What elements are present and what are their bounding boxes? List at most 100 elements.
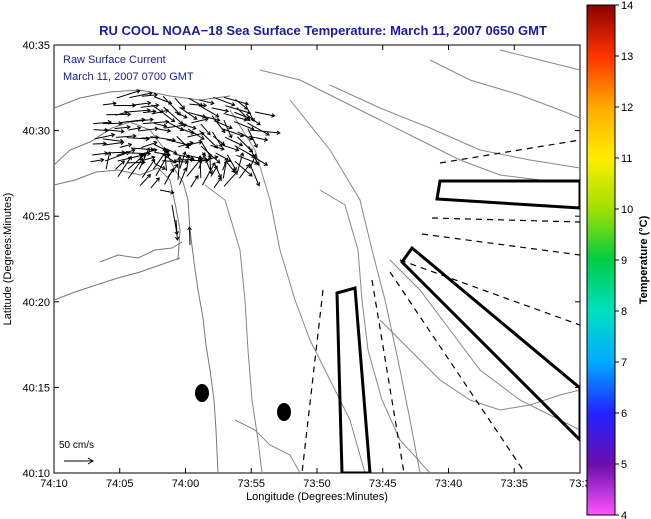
current-arrow — [174, 219, 180, 241]
current-arrow — [119, 142, 133, 148]
current-arrow — [102, 140, 125, 146]
current-arrow — [185, 154, 191, 170]
current-arrow — [222, 144, 240, 152]
y-tick-label: 40:20 — [22, 297, 50, 309]
current-arrow — [247, 122, 270, 136]
current-arrow — [90, 157, 105, 163]
box-east — [435, 179, 580, 210]
current-arrow — [105, 151, 112, 170]
current-arrow — [138, 147, 150, 170]
current-arrow — [222, 159, 229, 179]
y-axis-ticks: 40:35 40:30 40:25 40:20 40:15 40:10 — [22, 40, 580, 480]
y-axis-label: Latitude (Degrees:Minutes) — [2, 193, 14, 326]
colorbar-tick-label: 11 — [621, 153, 632, 165]
plot-area: Raw Surface Current March 11, 2007 0700 … — [53, 44, 581, 474]
dashed-line — [389, 271, 526, 473]
current-arrow — [151, 108, 170, 115]
marker-ellipse — [195, 384, 209, 402]
current-arrow — [155, 152, 170, 177]
y-tick-label: 40:10 — [22, 468, 50, 480]
legend-line-2: March 11, 2007 0700 GMT — [63, 71, 194, 83]
current-arrow — [249, 162, 261, 187]
current-arrow — [139, 148, 158, 156]
colorbar-tick-label: 6 — [621, 408, 627, 420]
current-arrow — [174, 111, 188, 119]
x-tick-label: 73:3 — [569, 478, 590, 490]
colorbar: 14 13 12 11 10 9 8 7 6 5 4 Temperature (°C) — [586, 0, 650, 519]
current-arrow — [150, 177, 160, 189]
current-arrow — [200, 123, 211, 136]
current-arrow — [143, 109, 157, 114]
y-tick-label: 40:15 — [22, 382, 50, 394]
current-arrow — [191, 117, 209, 124]
current-arrow — [212, 135, 226, 146]
current-arrow — [116, 148, 136, 156]
surface-current-vectors — [90, 89, 281, 246]
current-arrow — [213, 120, 233, 130]
x-axis-ticks: 74:10 74:05 74:00 73:55 73:50 73:45 73:40 73:35… — [40, 45, 591, 490]
current-arrow — [223, 170, 239, 187]
current-arrow — [179, 151, 187, 169]
box-southeast — [400, 245, 580, 443]
dashed-line — [421, 233, 580, 256]
x-axis-label: Longitude (Degrees:Minutes) — [246, 491, 388, 503]
colorbar-tick-label: 14 — [621, 0, 633, 12]
colorbar-tick-label: 13 — [621, 51, 633, 63]
current-arrow — [117, 155, 132, 178]
current-arrow — [234, 160, 253, 177]
current-arrow — [199, 105, 220, 118]
colorbar-tick-label: 12 — [621, 102, 633, 114]
current-arrow — [223, 119, 233, 139]
current-arrow — [197, 154, 203, 179]
current-arrow — [116, 89, 141, 99]
dashed-line — [399, 259, 580, 326]
current-arrow — [179, 107, 198, 120]
current-arrow — [140, 103, 160, 108]
current-arrow — [131, 100, 152, 106]
current-arrow — [187, 128, 205, 140]
current-arrow — [197, 114, 221, 122]
current-arrow — [114, 124, 131, 130]
current-arrow — [141, 140, 158, 149]
x-tick-label: 73:55 — [237, 478, 265, 490]
dashed-lines — [301, 139, 580, 473]
current-arrow — [186, 140, 203, 146]
current-arrow — [187, 131, 205, 138]
x-tick-label: 74:05 — [106, 478, 134, 490]
current-arrow — [198, 152, 206, 169]
current-arrow — [249, 153, 257, 169]
dashed-line — [431, 217, 580, 223]
colorbar-gradient — [586, 4, 616, 516]
colorbar-label: Temperature (°C) — [638, 215, 650, 304]
current-arrow — [141, 158, 156, 178]
current-arrow — [237, 136, 254, 153]
coastline — [54, 89, 231, 473]
colorbar-ticks: 14 13 12 11 10 9 8 7 6 5 4 — [615, 0, 633, 519]
current-arrow — [245, 114, 261, 126]
current-arrow — [198, 99, 215, 106]
current-arrow — [187, 226, 192, 246]
current-arrow — [127, 153, 146, 170]
current-arrow — [142, 155, 156, 161]
current-arrow — [174, 97, 186, 110]
scale-label: 50 cm/s — [59, 440, 94, 451]
current-arrow — [179, 167, 188, 185]
current-arrow — [155, 127, 172, 133]
y-tick-label: 40:25 — [22, 211, 50, 223]
current-arrow — [102, 101, 117, 106]
current-arrow — [249, 153, 269, 166]
current-arrow — [139, 173, 151, 186]
colorbar-tick-label: 8 — [621, 306, 627, 318]
colorbar-tick-label: 5 — [621, 459, 627, 471]
current-arrow — [223, 96, 250, 106]
x-tick-label: 73:35 — [500, 478, 528, 490]
current-arrow — [211, 107, 230, 114]
current-arrow — [254, 111, 276, 118]
current-arrow — [159, 189, 175, 195]
x-tick-label: 73:40 — [435, 478, 463, 490]
scale-indicator: 50 cm/s — [59, 440, 94, 465]
current-arrow — [213, 176, 222, 189]
current-arrow — [142, 119, 170, 125]
current-arrow — [129, 91, 153, 99]
